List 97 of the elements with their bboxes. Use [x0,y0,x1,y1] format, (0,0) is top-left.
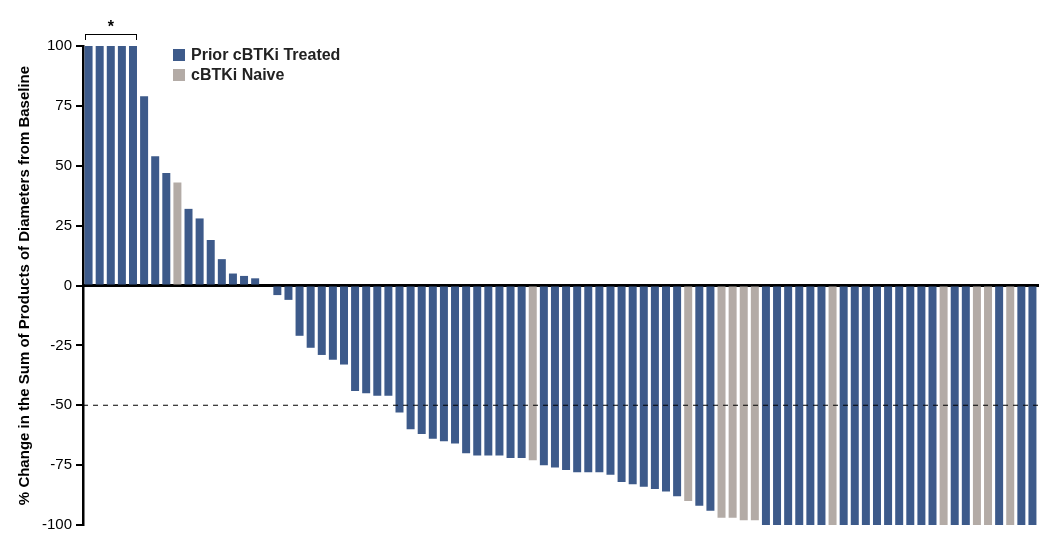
bar [406,286,415,430]
bar [240,275,249,285]
bar [384,286,393,396]
bar [506,286,515,458]
bar [195,218,204,285]
bar [295,286,304,336]
bar [795,286,804,525]
bar [417,286,426,434]
bar [95,46,104,285]
bar [451,286,460,444]
y-tick-label: 50 [55,155,73,173]
bar [739,286,748,521]
bar [639,286,648,487]
bar [961,286,970,525]
bar [884,286,893,525]
bar [273,286,282,296]
bar [717,286,726,518]
bar [140,96,149,285]
bar [984,286,993,525]
bar [872,286,881,525]
bar [184,208,193,285]
bar [684,286,693,502]
bar [939,286,948,525]
bar [784,286,793,525]
bar [217,259,226,285]
bar [362,286,371,394]
y-tick-label: -25 [50,335,73,353]
bar [284,286,293,300]
bar [539,286,548,466]
y-axis-title: % Change in the Sum of Products of Diameters from Baseline [15,65,33,506]
bar [151,156,160,285]
bar [673,286,682,497]
bar [228,273,237,285]
bar [761,286,770,525]
bar [972,286,981,525]
bar [628,286,637,485]
bar [162,172,171,285]
bar [550,286,559,468]
legend-label: Prior cBTKi Treated [191,46,341,64]
bar [1028,286,1037,525]
bar [750,286,759,521]
legend-label: cBTKi Naive [191,66,285,84]
bar [662,286,670,492]
bar [928,286,937,525]
bar [206,240,215,285]
bar [473,286,482,456]
bar [728,286,737,518]
bar [462,286,471,454]
bar [828,286,837,525]
bar [306,286,315,348]
bar [573,286,582,473]
bar [861,286,870,525]
bar [328,286,337,360]
bar [117,46,126,285]
bar [528,286,537,461]
bar [317,286,326,355]
bar [517,286,526,458]
bar [173,182,182,285]
bar [106,46,115,285]
bar [439,286,448,442]
bar [584,286,593,473]
y-tick-label: -50 [50,395,73,413]
y-tick-label: 75 [55,96,73,114]
y-tick-label: -75 [50,455,73,473]
bar [650,286,659,490]
bar [1017,286,1026,525]
bar [617,286,626,482]
y-tick-label: 0 [63,275,73,293]
bar [562,286,571,470]
bar [606,286,615,475]
bar [251,278,260,285]
bar [373,286,382,396]
y-tick-label: -100 [41,515,73,533]
bar [917,286,926,525]
bar [950,286,959,525]
bar [84,46,93,285]
bar [895,286,904,525]
bar [339,286,348,365]
bar [995,286,1004,525]
bar [850,286,859,525]
bar [428,286,437,439]
y-tick-label: 100 [46,36,73,54]
bar [806,286,815,525]
bar [839,286,848,525]
bar [695,286,704,506]
bar [773,286,782,525]
text: * [107,18,115,35]
bar [484,286,493,456]
bar [1006,286,1015,525]
y-tick-label: 25 [55,215,73,233]
bar [351,286,360,391]
bar [706,286,715,511]
bar [595,286,604,473]
bar [906,286,915,525]
bar [817,286,826,525]
bar [128,46,137,285]
bar [495,286,504,456]
